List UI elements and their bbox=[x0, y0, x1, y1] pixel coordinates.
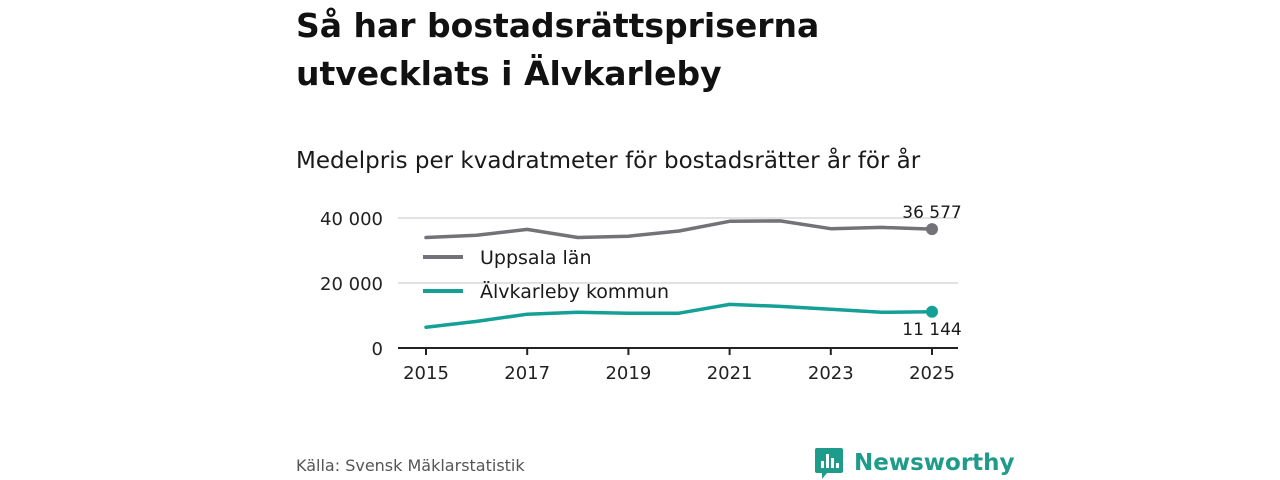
series-end-label-2: 11 144 bbox=[902, 320, 961, 340]
chart-subtitle: Medelpris per kvadratmeter för bostadsrä… bbox=[296, 148, 921, 174]
x-tick-label: 2015 bbox=[403, 363, 449, 384]
y-tick-label: 0 bbox=[372, 339, 383, 360]
y-tick-label: 20 000 bbox=[320, 274, 383, 295]
x-tick-label: 2023 bbox=[808, 363, 854, 384]
source-note: Källa: Svensk Mäklarstatistik bbox=[296, 456, 525, 475]
x-tick-label: 2019 bbox=[605, 363, 651, 384]
x-tick-label: 2021 bbox=[707, 363, 753, 384]
page-title: Så har bostadsrättspriserna utvecklats i… bbox=[296, 6, 820, 93]
brand-name: Newsworthy bbox=[854, 450, 1015, 476]
y-tick-label: 40 000 bbox=[320, 209, 383, 230]
series-end-label-1: 36 577 bbox=[902, 203, 961, 223]
series-line-1 bbox=[424, 219, 934, 240]
series-line-2 bbox=[424, 302, 934, 329]
series-end-point-1 bbox=[926, 223, 938, 236]
legend-label-2: Älvkarleby kommun bbox=[480, 280, 669, 303]
x-tick-label: 2025 bbox=[909, 363, 955, 384]
series-end-point-2 bbox=[926, 305, 938, 318]
brand-logo: Newsworthy bbox=[814, 446, 1015, 480]
x-tick-label: 2017 bbox=[504, 363, 550, 384]
legend-label-1: Uppsala län bbox=[480, 247, 592, 269]
newsworthy-logo-icon bbox=[815, 448, 843, 479]
